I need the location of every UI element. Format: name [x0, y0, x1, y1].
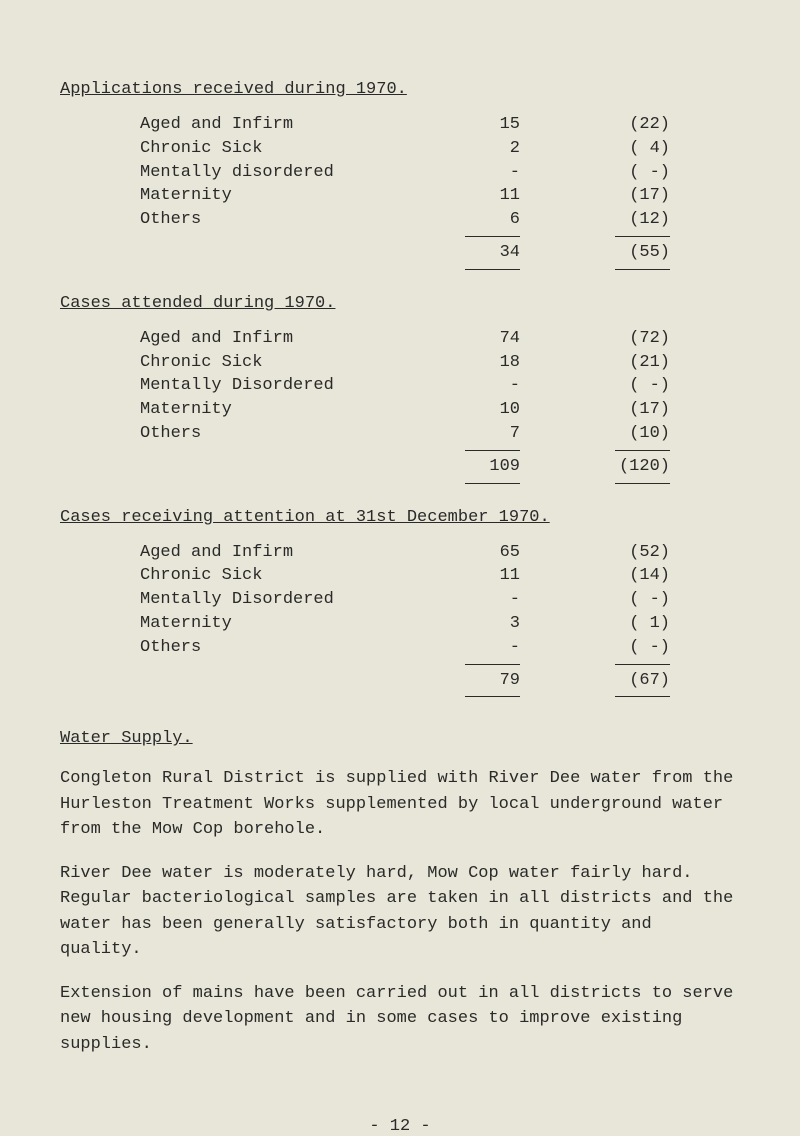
table-row: Mentally disordered - ( -)	[140, 161, 740, 185]
water-supply-para-2: River Dee water is moderately hard, Mow …	[60, 861, 740, 963]
row-value-1: 2	[400, 137, 550, 161]
table-row: Maternity 3 ( 1)	[140, 612, 740, 636]
rule-line	[465, 696, 520, 697]
table-total-row: 79 (67)	[140, 669, 740, 693]
row-label: Aged and Infirm	[140, 113, 400, 137]
page: Applications received during 1970. Aged …	[0, 0, 800, 1136]
rule-line	[465, 236, 520, 237]
total-value-1: 34	[400, 241, 550, 265]
rule-line	[615, 450, 670, 451]
total-value-1: 79	[400, 669, 550, 693]
row-value-2: ( -)	[550, 161, 670, 185]
row-label: Others	[140, 208, 400, 232]
row-value-1: -	[400, 588, 550, 612]
table-applications: Aged and Infirm 15 (22) Chronic Sick 2 (…	[60, 113, 740, 274]
row-value-2: (12)	[550, 208, 670, 232]
rule-line	[465, 664, 520, 665]
row-value-2: ( -)	[550, 636, 670, 660]
rule-line	[615, 269, 670, 270]
heading-cases-receiving: Cases receiving attention at 31st Decemb…	[60, 508, 740, 527]
row-value-1: -	[400, 636, 550, 660]
rule-line	[615, 664, 670, 665]
row-value-1: 7	[400, 422, 550, 446]
table-total-row: 34 (55)	[140, 241, 740, 265]
row-label: Mentally Disordered	[140, 374, 400, 398]
divider-row	[140, 232, 740, 241]
table-row: Aged and Infirm 65 (52)	[140, 541, 740, 565]
rule-line	[615, 236, 670, 237]
row-value-2: ( 4)	[550, 137, 670, 161]
rule-line	[465, 269, 520, 270]
table-total-row: 109 (120)	[140, 455, 740, 479]
row-value-1: 65	[400, 541, 550, 565]
total-value-2: (120)	[550, 455, 670, 479]
row-value-1: 11	[400, 564, 550, 588]
heading-cases-attended: Cases attended during 1970.	[60, 294, 740, 313]
row-value-2: ( -)	[550, 588, 670, 612]
divider-row	[140, 265, 740, 274]
row-value-1: -	[400, 374, 550, 398]
table-row: Aged and Infirm 15 (22)	[140, 113, 740, 137]
table-row: Aged and Infirm 74 (72)	[140, 327, 740, 351]
divider-row	[140, 479, 740, 488]
water-supply-para-1: Congleton Rural District is supplied wit…	[60, 766, 740, 843]
table-row: Chronic Sick 18 (21)	[140, 351, 740, 375]
row-value-1: 74	[400, 327, 550, 351]
table-row: Chronic Sick 2 ( 4)	[140, 137, 740, 161]
row-value-2: ( 1)	[550, 612, 670, 636]
heading-applications: Applications received during 1970.	[60, 80, 740, 99]
heading-water-supply: Water Supply.	[60, 729, 740, 748]
row-value-1: 10	[400, 398, 550, 422]
table-row: Others 7 (10)	[140, 422, 740, 446]
table-row: Maternity 10 (17)	[140, 398, 740, 422]
row-label: Chronic Sick	[140, 351, 400, 375]
rule-line	[465, 483, 520, 484]
water-supply-para-3: Extension of mains have been carried out…	[60, 981, 740, 1058]
row-label: Chronic Sick	[140, 564, 400, 588]
table-row: Others 6 (12)	[140, 208, 740, 232]
table-cases-receiving: Aged and Infirm 65 (52) Chronic Sick 11 …	[60, 541, 740, 702]
row-value-2: (21)	[550, 351, 670, 375]
row-value-2: (10)	[550, 422, 670, 446]
row-label: Mentally Disordered	[140, 588, 400, 612]
rule-line	[615, 696, 670, 697]
table-row: Mentally Disordered - ( -)	[140, 374, 740, 398]
divider-row	[140, 660, 740, 669]
row-value-1: 11	[400, 184, 550, 208]
row-label: Maternity	[140, 398, 400, 422]
table-row: Mentally Disordered - ( -)	[140, 588, 740, 612]
row-label: Maternity	[140, 184, 400, 208]
row-label: Mentally disordered	[140, 161, 400, 185]
total-value-2: (67)	[550, 669, 670, 693]
table-row: Maternity 11 (17)	[140, 184, 740, 208]
row-label: Maternity	[140, 612, 400, 636]
total-value-1: 109	[400, 455, 550, 479]
page-number: - 12 -	[60, 1117, 740, 1136]
rule-line	[615, 483, 670, 484]
row-value-1: 18	[400, 351, 550, 375]
total-value-2: (55)	[550, 241, 670, 265]
row-value-2: (17)	[550, 398, 670, 422]
row-value-2: (14)	[550, 564, 670, 588]
table-row: Chronic Sick 11 (14)	[140, 564, 740, 588]
row-label: Others	[140, 422, 400, 446]
row-value-1: 15	[400, 113, 550, 137]
row-value-2: (17)	[550, 184, 670, 208]
row-value-1: 3	[400, 612, 550, 636]
row-label: Others	[140, 636, 400, 660]
row-value-2: (72)	[550, 327, 670, 351]
row-value-2: (52)	[550, 541, 670, 565]
row-label: Chronic Sick	[140, 137, 400, 161]
row-value-1: 6	[400, 208, 550, 232]
row-value-2: ( -)	[550, 374, 670, 398]
divider-row	[140, 446, 740, 455]
row-label: Aged and Infirm	[140, 541, 400, 565]
row-label: Aged and Infirm	[140, 327, 400, 351]
row-value-2: (22)	[550, 113, 670, 137]
table-cases-attended: Aged and Infirm 74 (72) Chronic Sick 18 …	[60, 327, 740, 488]
table-row: Others - ( -)	[140, 636, 740, 660]
rule-line	[465, 450, 520, 451]
row-value-1: -	[400, 161, 550, 185]
divider-row	[140, 692, 740, 701]
